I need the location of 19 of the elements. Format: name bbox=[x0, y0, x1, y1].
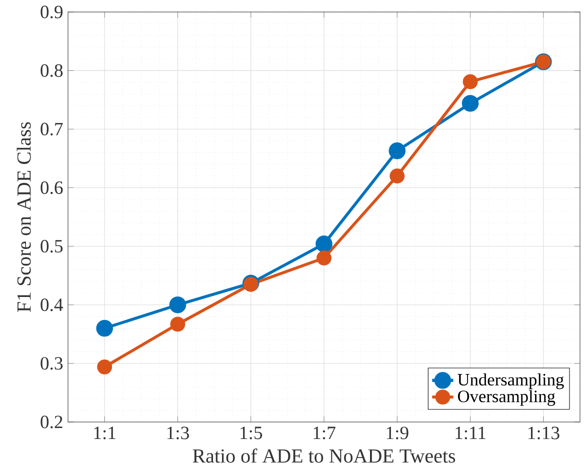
x-tick-label: 1:13 bbox=[528, 426, 560, 440]
y-tick-label: 0.8 bbox=[40, 64, 63, 77]
legend-label: Undersampling bbox=[458, 373, 564, 390]
y-tick-label: 0.9 bbox=[40, 6, 63, 18]
x-tick-label: 1:5 bbox=[240, 426, 262, 440]
x-tick-label: 1:3 bbox=[167, 426, 189, 440]
y-tick-label: 0.7 bbox=[40, 122, 63, 136]
y-tick-label: 0.6 bbox=[40, 181, 63, 194]
x-tick-label: 1:1 bbox=[94, 426, 116, 440]
y-tick-label: 0.4 bbox=[40, 298, 64, 312]
y-axis-title: F1 Score on ADE Class bbox=[16, 122, 31, 312]
x-axis-title: Ratio of ADE to NoADE Tweets bbox=[192, 448, 456, 463]
x-tick-label: 1:11 bbox=[456, 426, 486, 440]
y-tick-label: 0.3 bbox=[40, 357, 63, 370]
y-tick-label: 0.2 bbox=[40, 416, 62, 428]
y-tick-label: 0.5 bbox=[40, 240, 63, 253]
legend-label: Oversampling bbox=[458, 390, 556, 406]
x-tick-label: 1:7 bbox=[314, 426, 336, 440]
x-tick-label: 1:9 bbox=[386, 426, 408, 440]
